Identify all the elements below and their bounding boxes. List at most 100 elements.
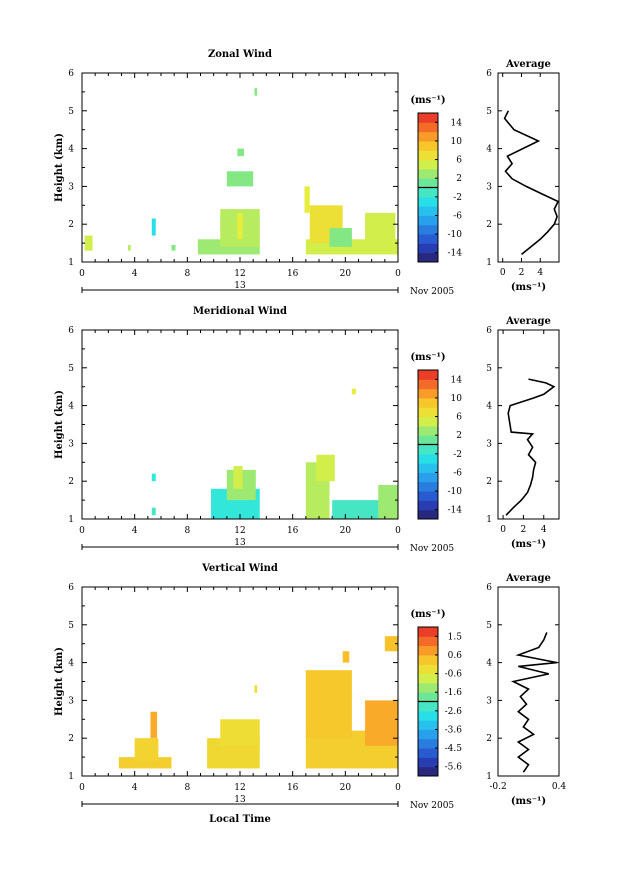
- colorbar-segment: [418, 757, 438, 768]
- date-label: Nov 2005: [410, 544, 454, 554]
- colorbar-tick-label: -10: [448, 230, 463, 240]
- y-tick-label: 4: [68, 402, 74, 412]
- colorbar-segment: [418, 150, 438, 161]
- colorbar-tick-label: -0.6: [445, 670, 463, 680]
- y-tick-label: 1: [68, 772, 74, 782]
- avg-x-tick-label: 0.4: [552, 782, 567, 792]
- colorbar-unit: (ms⁻¹): [410, 352, 445, 363]
- x-tick-label: 0: [79, 526, 85, 536]
- average-unit: (ms⁻¹): [511, 539, 546, 550]
- x-tick-label: 8: [184, 269, 190, 279]
- colorbar-unit: (ms⁻¹): [410, 609, 445, 620]
- colorbar-segment: [418, 196, 438, 207]
- colorbar-segment: [418, 453, 438, 464]
- colorbar-segment: [418, 113, 438, 123]
- x-tick-label: 0: [79, 269, 85, 279]
- x-tick-label: 12: [234, 783, 245, 793]
- y-tick-label: 5: [68, 107, 74, 117]
- y-tick-label: 6: [68, 583, 74, 593]
- heatmap-cell: [342, 651, 350, 663]
- avg-y-tick-label: 4: [486, 402, 492, 412]
- x-tick-label: 12: [234, 269, 245, 279]
- date-label: Nov 2005: [410, 801, 454, 811]
- average-title: Average: [505, 573, 551, 584]
- heatmap-cell: [134, 738, 159, 761]
- x-tick-label: 20: [340, 269, 352, 279]
- colorbar-segment: [418, 131, 438, 142]
- colorbar-tick-label: -3.6: [445, 725, 463, 735]
- avg-y-tick-label: 1: [486, 258, 492, 268]
- x-tick-label: 20: [340, 526, 352, 536]
- colorbar-tick-label: 6: [456, 413, 462, 423]
- colorbar-tick-label: -5.6: [445, 763, 463, 773]
- colorbar-segment: [418, 370, 438, 380]
- avg-y-tick-label: 4: [486, 145, 492, 155]
- colorbar-segment: [418, 168, 438, 179]
- x-tick-label: 20: [340, 783, 352, 793]
- colorbar-segment: [418, 766, 438, 777]
- y-axis-label: Height (km): [54, 390, 65, 459]
- avg-y-tick-label: 6: [486, 69, 492, 79]
- colorbar-segment: [418, 416, 438, 427]
- heatmap-cell: [151, 507, 156, 516]
- colorbar-tick-label: 14: [451, 375, 463, 385]
- colorbar-segment: [418, 654, 438, 665]
- colorbar-segment: [418, 738, 438, 749]
- heatmap-cell: [237, 212, 243, 240]
- colorbar-segment: [418, 701, 438, 712]
- colorbar-tick-label: -6: [453, 468, 462, 478]
- colorbar-segment: [418, 682, 438, 693]
- colorbar-segment: [418, 252, 438, 263]
- colorbar-segment: [418, 178, 438, 188]
- average-unit: (ms⁻¹): [511, 282, 546, 293]
- y-axis-label: Height (km): [54, 647, 65, 716]
- avg-x-tick-label: -0.2: [489, 782, 506, 792]
- colorbar-tick-label: 10: [451, 137, 463, 147]
- colorbar-tick-label: -14: [448, 506, 463, 516]
- y-tick-label: 6: [68, 69, 74, 79]
- x-tick-label: 8: [184, 783, 190, 793]
- average-frame: [497, 329, 560, 520]
- x-tick-label: 8: [184, 526, 190, 536]
- avg-y-tick-label: 3: [486, 182, 492, 192]
- colorbar-segment: [418, 122, 438, 133]
- heatmap-cell: [84, 235, 93, 251]
- colorbar-segment: [418, 444, 438, 455]
- avg-y-tick-label: 3: [486, 439, 492, 449]
- avg-y-tick-label: 6: [486, 583, 492, 593]
- colorbar-segment: [418, 243, 438, 254]
- colorbar-segment: [418, 140, 438, 151]
- avg-y-tick-label: 5: [486, 107, 492, 117]
- heatmap-cell: [118, 757, 172, 769]
- x-tick-label: 16: [287, 783, 299, 793]
- chart-title: Zonal Wind: [208, 49, 272, 60]
- x-tick-label: 0: [395, 783, 401, 793]
- x-tick-label: 4: [132, 526, 138, 536]
- heatmap-cell: [384, 636, 398, 652]
- colorbar-segment: [418, 425, 438, 436]
- y-tick-label: 4: [68, 145, 74, 155]
- colorbar-tick-label: -4.5: [445, 744, 463, 754]
- avg-y-tick-label: 2: [486, 220, 492, 230]
- average-title: Average: [505, 59, 551, 70]
- avg-y-tick-label: 5: [486, 621, 492, 631]
- colorbar-segment: [418, 215, 438, 226]
- colorbar-segment: [418, 397, 438, 408]
- colorbar-segment: [418, 234, 438, 244]
- colorbar-segment: [418, 710, 438, 721]
- colorbar-segment: [418, 388, 438, 399]
- colorbar-tick-label: 1.5: [448, 632, 463, 642]
- colorbar-tick-label: -14: [448, 249, 463, 259]
- heatmap-cell: [329, 227, 352, 247]
- x-axis-label: Local Time: [209, 814, 271, 825]
- heatmap-cell: [365, 700, 398, 746]
- avg-x-tick-label: 4: [541, 525, 547, 535]
- x-tick-label: 12: [234, 526, 245, 536]
- colorbar-tick-label: 10: [451, 394, 463, 404]
- colorbar-segment: [418, 224, 438, 235]
- colorbar-segment: [418, 472, 438, 483]
- average-frame: [497, 72, 560, 263]
- colorbar-tick-label: -1.6: [445, 688, 463, 698]
